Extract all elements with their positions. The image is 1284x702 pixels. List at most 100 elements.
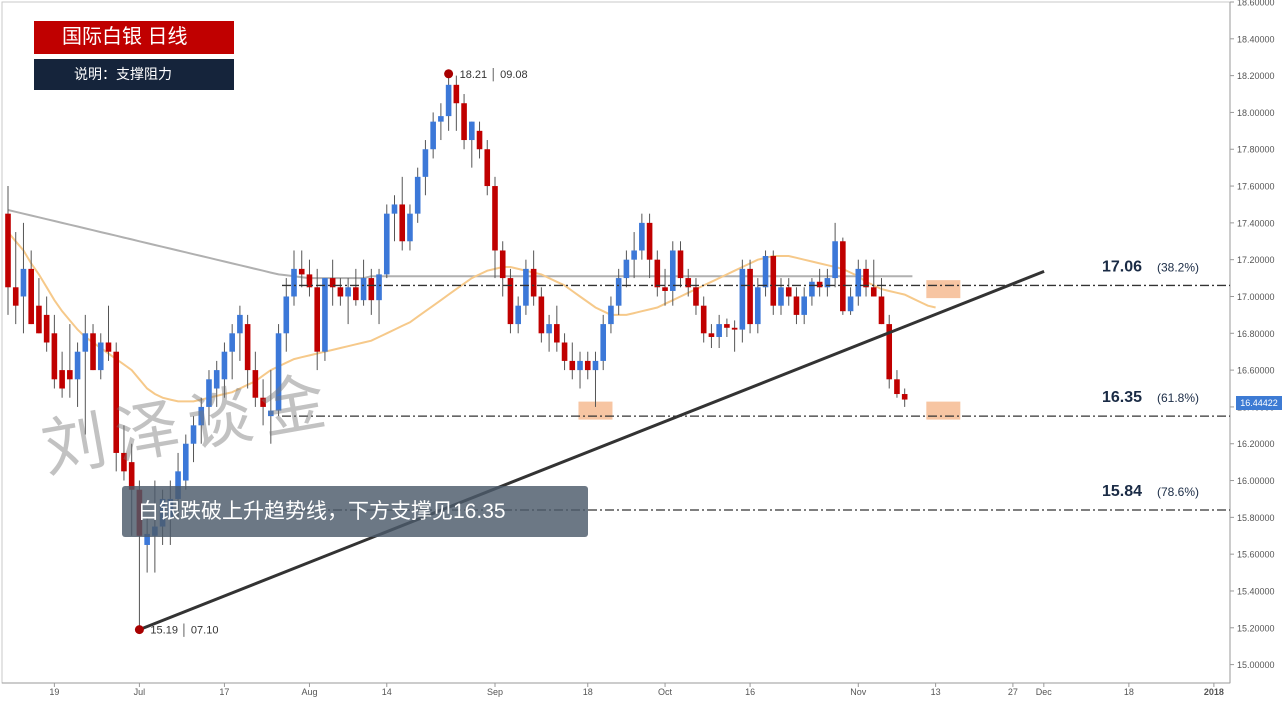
candle-up xyxy=(391,204,398,214)
current-price-tag: 16.44422 xyxy=(1236,396,1282,410)
candle-up xyxy=(592,360,599,371)
level-percent-label: (78.6%) xyxy=(1157,485,1199,499)
y-tick-label: 15.60000 xyxy=(1237,550,1275,560)
y-tick-label: 18.20000 xyxy=(1237,71,1275,81)
candle-up xyxy=(229,333,235,352)
candle-down xyxy=(252,370,259,398)
candle-up xyxy=(74,351,81,380)
candle-down xyxy=(298,268,305,275)
y-tick-label: 17.40000 xyxy=(1237,218,1275,228)
y-tick-label: 17.80000 xyxy=(1237,145,1275,155)
candle-down xyxy=(901,394,908,400)
x-tick-label: 27 xyxy=(1008,687,1018,697)
candle-up xyxy=(546,324,552,334)
candle-down xyxy=(700,305,707,334)
level-price-label: 17.06 xyxy=(1102,258,1142,275)
candle-down xyxy=(693,287,699,306)
analysis-caption: 白银跌破上升趋势线，下方支撑见16.35 xyxy=(122,486,588,537)
candle-up xyxy=(739,268,746,330)
candle-down xyxy=(731,327,738,330)
candle-down xyxy=(337,287,344,297)
x-tick-label: 18 xyxy=(1124,687,1134,697)
candle-down xyxy=(793,296,800,315)
candle-up xyxy=(615,278,622,306)
candle-down xyxy=(12,287,19,306)
y-tick-label: 15.40000 xyxy=(1237,586,1275,596)
candle-down xyxy=(51,333,58,380)
candle-up xyxy=(182,443,189,481)
candle-up xyxy=(716,324,722,337)
candle-down xyxy=(499,250,506,279)
level-price-label: 16.35 xyxy=(1102,389,1142,406)
x-tick-label: 14 xyxy=(382,687,392,697)
candle-down xyxy=(492,186,498,251)
candle-down xyxy=(870,287,877,297)
candle-up xyxy=(832,241,838,279)
y-tick-label: 16.80000 xyxy=(1237,329,1275,339)
candle-down xyxy=(59,370,65,389)
candle-down xyxy=(584,360,591,371)
candle-down xyxy=(554,324,560,343)
candle-down xyxy=(677,250,684,279)
x-tick-label: Oct xyxy=(658,687,673,697)
candle-up xyxy=(376,274,382,301)
candle-up xyxy=(190,425,197,444)
candle-up xyxy=(283,296,290,334)
candle-up xyxy=(430,121,436,150)
candle-up xyxy=(268,410,274,417)
candle-down xyxy=(399,204,406,242)
candle-down xyxy=(770,255,777,306)
candle-down xyxy=(314,287,320,352)
candle-up xyxy=(20,268,27,297)
candle-up xyxy=(438,116,444,122)
candle-down xyxy=(329,278,336,288)
candle-down xyxy=(244,324,251,371)
y-tick-label: 17.20000 xyxy=(1237,255,1275,265)
candle-up xyxy=(778,287,784,306)
extreme-marker xyxy=(134,625,144,635)
candle-down xyxy=(538,296,545,334)
candle-down xyxy=(36,305,42,334)
y-tick-label: 17.60000 xyxy=(1237,182,1275,192)
candle-down xyxy=(90,333,96,371)
y-tick-label: 17.00000 xyxy=(1237,292,1275,302)
highlight-box xyxy=(926,401,961,420)
x-tick-label: Aug xyxy=(301,687,317,697)
candle-down xyxy=(886,324,893,380)
candle-down xyxy=(747,268,753,325)
extreme-label: 18.21 │ 09.08 xyxy=(460,67,528,82)
candle-down xyxy=(67,370,73,380)
extreme-marker xyxy=(444,69,454,79)
highlight-box xyxy=(926,280,961,299)
candle-down xyxy=(476,130,483,150)
candle-up xyxy=(577,360,583,371)
candle-up xyxy=(608,305,614,325)
x-tick-label: 17 xyxy=(219,687,229,697)
extreme-label: 15.19 │ 07.10 xyxy=(150,623,218,638)
candle-down xyxy=(28,268,34,325)
candle-up xyxy=(515,305,521,325)
candle-up xyxy=(469,121,475,141)
candle-up xyxy=(275,333,282,411)
chart-subtitle: 说明：支撑阻力 xyxy=(34,59,234,90)
candle-down xyxy=(561,342,568,361)
candle-down xyxy=(708,333,715,337)
candle-up xyxy=(631,250,637,260)
candle-down xyxy=(260,397,266,407)
candle-down xyxy=(785,287,792,297)
candle-up xyxy=(801,296,807,315)
candle-down xyxy=(5,213,11,288)
y-tick-label: 18.60000 xyxy=(1237,0,1275,8)
candle-up xyxy=(360,278,367,301)
candle-up xyxy=(847,296,854,312)
chart-title: 国际白银 日线 xyxy=(34,21,234,54)
trendline xyxy=(138,270,1045,632)
candle-up xyxy=(523,268,529,306)
candle-down xyxy=(461,103,467,141)
candle-down xyxy=(353,287,359,301)
candle-down xyxy=(121,452,127,472)
candle-down xyxy=(863,268,869,288)
candle-down xyxy=(724,324,730,328)
